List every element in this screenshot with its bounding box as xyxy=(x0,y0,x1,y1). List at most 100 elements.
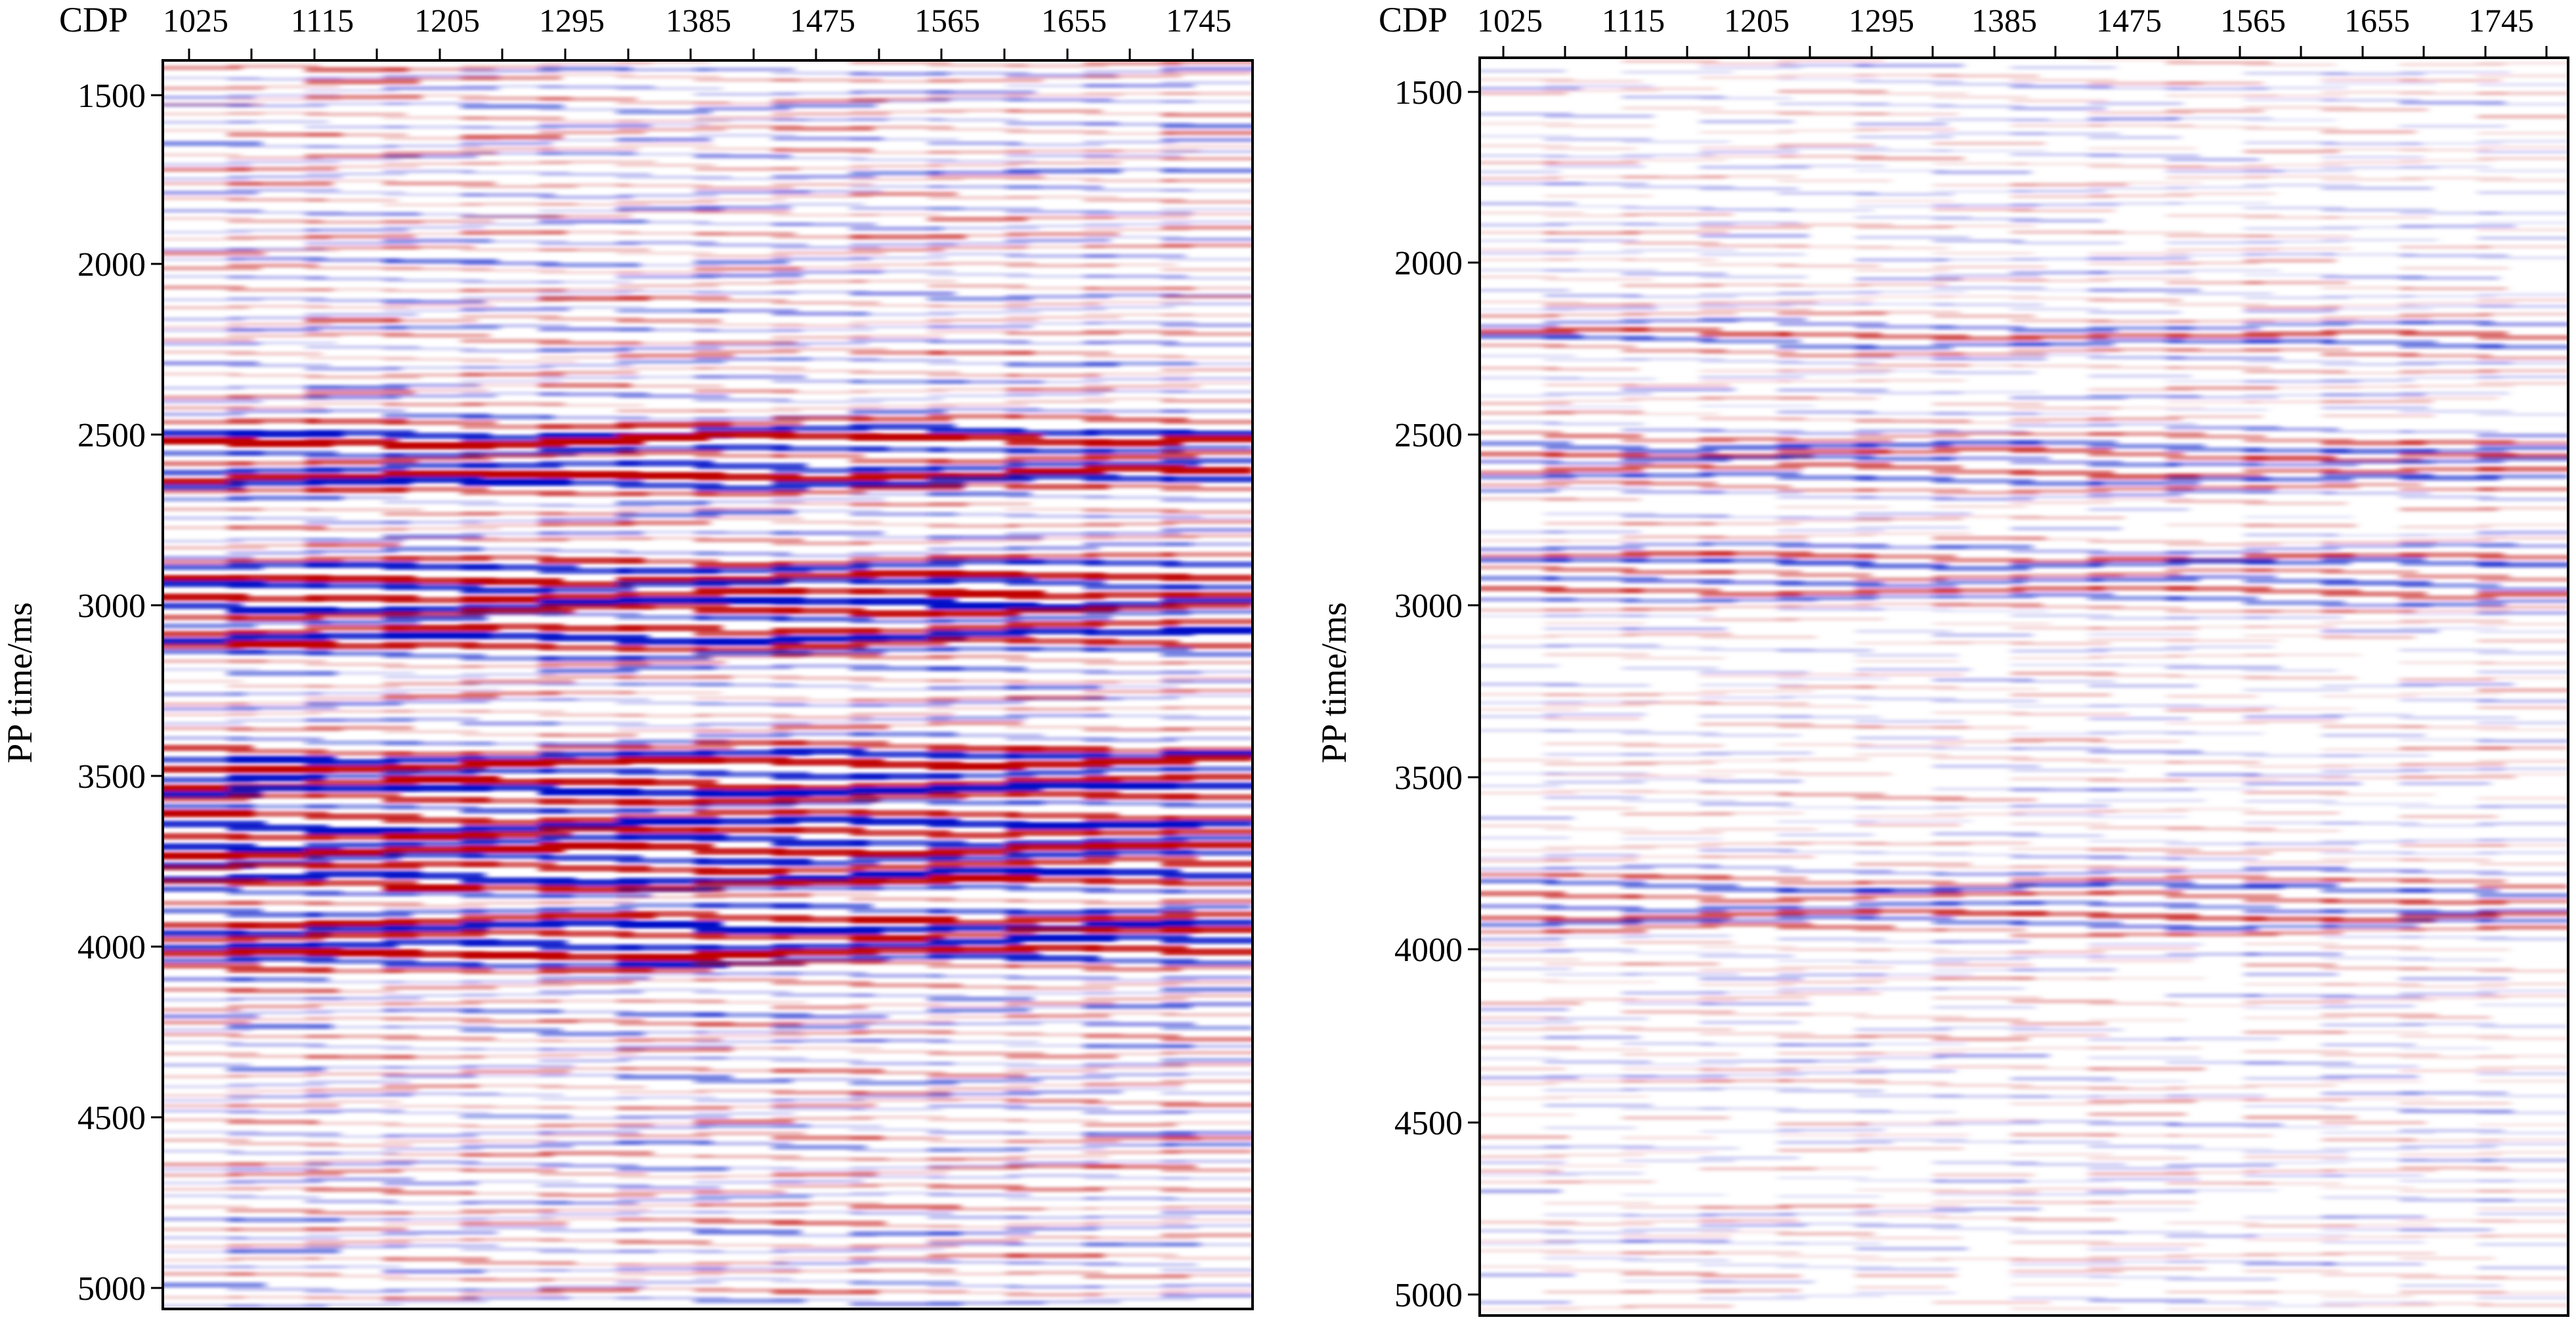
left-reflection-segment xyxy=(616,127,727,132)
right-reflection-segment xyxy=(2477,993,2568,998)
left-reflection-segment xyxy=(1006,294,1111,299)
left-reflection-segment xyxy=(1083,409,1188,414)
right-reflection-segment xyxy=(1480,1001,1582,1006)
right-reflection-segment xyxy=(2166,476,2270,482)
right-reflection-segment xyxy=(1855,583,1958,588)
right-reflection-segment xyxy=(1544,473,1647,478)
left-reflection-segment xyxy=(227,198,327,202)
right-reflection-segment xyxy=(1544,326,1649,332)
right-reflection-segment xyxy=(2011,1094,2103,1099)
right-reflection-segment xyxy=(2244,719,2338,723)
right-reflection-segment xyxy=(2088,81,2202,86)
left-reflection-segment xyxy=(695,756,790,763)
left-reflection-segment xyxy=(772,748,866,755)
right-reflection-segment xyxy=(1855,743,1963,748)
right-reflection-segment xyxy=(2166,1123,2283,1127)
left-reflection-segment xyxy=(383,181,496,186)
left-reflection-segment xyxy=(227,670,337,676)
left-reflection-segment xyxy=(695,1022,802,1027)
left-reflection-segment xyxy=(383,925,488,932)
right-reflection-segment xyxy=(2321,995,2424,999)
left-reflection-segment xyxy=(928,94,1025,98)
left-reflection-segment xyxy=(1161,602,1253,609)
right-reflection-segment xyxy=(1480,1249,1580,1253)
left-reflection-segment xyxy=(850,712,954,717)
left-reflection-segment xyxy=(1161,551,1253,557)
left-reflection-segment xyxy=(227,479,323,486)
right-reflection-segment xyxy=(1480,1180,1583,1184)
right-reflection-segment xyxy=(1480,160,1559,165)
left-reflection-segment xyxy=(928,1291,1031,1295)
left-reflection-segment xyxy=(850,897,955,901)
left-reflection-segment xyxy=(1006,321,1102,326)
left-reflection-segment xyxy=(163,580,266,588)
left-reflection-segment xyxy=(383,1243,499,1248)
right-reflection-segment xyxy=(1855,356,1969,360)
right-reflection-segment xyxy=(1855,225,1953,230)
left-reflection-segment xyxy=(305,246,419,250)
left-reflection-segment xyxy=(305,620,419,626)
left-reflection-segment xyxy=(1083,227,1190,232)
left-reflection-segment xyxy=(461,1131,554,1136)
right-reflection-segment xyxy=(2399,165,2492,169)
left-reflection-segment xyxy=(616,417,731,422)
left-reflection-segment xyxy=(461,324,569,328)
right-reflection-segment xyxy=(1777,958,1875,963)
right-reflection-segment xyxy=(2477,1037,2568,1040)
left-reflection-segment xyxy=(850,1182,949,1187)
right-reflection-segment xyxy=(2477,1233,2568,1238)
right-reflection-segment xyxy=(2011,84,2112,89)
left-reflection-segment xyxy=(1006,142,1104,147)
left-reflection-segment xyxy=(1083,620,1180,626)
left-reflection-segment xyxy=(305,439,398,446)
left-reflection-segment xyxy=(383,393,497,398)
left-reflection-segment xyxy=(1083,417,1188,423)
left-reflection-segment xyxy=(772,416,872,421)
right-reflection-segment xyxy=(1544,1268,1654,1273)
right-reflection-segment xyxy=(1933,841,2030,846)
left-reflection-segment xyxy=(227,1088,325,1093)
left-reflection-segment xyxy=(616,251,713,255)
right-reflection-segment xyxy=(1544,1251,1659,1255)
right-reflection-segment xyxy=(2321,570,2418,574)
right-reflection-segment xyxy=(2321,694,2418,698)
left-reflection-segment xyxy=(772,607,865,614)
right-reflection-segment xyxy=(1855,725,1969,729)
right-reflection-segment xyxy=(2477,381,2568,385)
left-reflection-segment xyxy=(538,758,631,765)
left-reflection-segment xyxy=(227,912,322,918)
left-reflection-segment xyxy=(1006,1019,1117,1024)
left-reflection-segment xyxy=(1083,1176,1190,1180)
right-reflection-segment xyxy=(2088,704,2202,708)
right-reflection-segment xyxy=(2244,1083,2337,1088)
right-reflection-segment xyxy=(2088,181,2202,185)
left-reflection-segment xyxy=(305,305,409,310)
left-reflection-segment xyxy=(163,821,266,828)
right-reflection-segment xyxy=(2088,1166,2193,1171)
left-reflection-segment xyxy=(850,1258,958,1264)
right-reflection-segment xyxy=(1621,777,1718,781)
right-reflection-segment xyxy=(2321,165,2437,170)
left-reflection-segment xyxy=(1161,609,1253,614)
left-reflection-segment xyxy=(772,715,872,719)
left-reflection-segment xyxy=(1006,553,1098,559)
left-reflection-segment xyxy=(1161,820,1253,827)
left-reflection-segment xyxy=(383,751,481,757)
left-reflection-segment xyxy=(1006,148,1123,153)
left-reflection-segment xyxy=(695,961,807,966)
right-reflection-segment xyxy=(1855,908,1966,914)
left-reflection-segment xyxy=(850,1090,951,1096)
left-reflection-segment xyxy=(772,879,881,886)
left-reflection-segment xyxy=(850,404,956,408)
left-reflection-segment xyxy=(383,225,484,230)
left-reflection-segment xyxy=(461,831,572,838)
right-reflection-segment xyxy=(2477,989,2568,993)
right-reflection-segment xyxy=(1700,1067,1798,1072)
right-reflection-segment xyxy=(2244,359,2357,364)
left-reflection-segment xyxy=(1006,1004,1115,1009)
right-reflection-segment xyxy=(2088,110,2193,115)
left-reflection-segment xyxy=(616,789,721,796)
right-reflection-segment xyxy=(1621,578,1732,584)
right-reflection-segment xyxy=(1700,1107,1797,1111)
right-reflection-segment xyxy=(1933,698,2038,703)
